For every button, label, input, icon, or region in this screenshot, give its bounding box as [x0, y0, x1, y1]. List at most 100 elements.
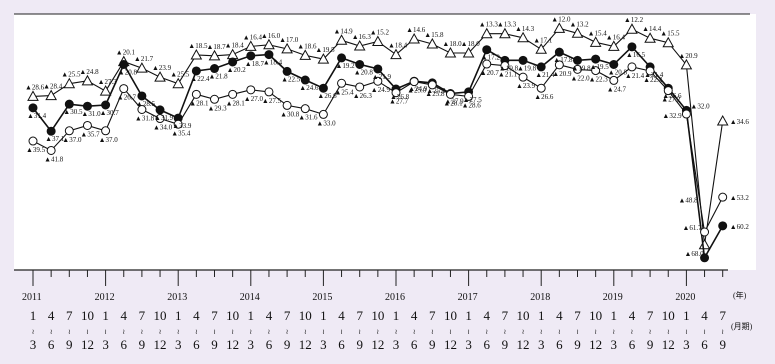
data-label: ▲28.4 [43, 83, 63, 91]
data-point-filled [46, 126, 56, 136]
quarter-start-label: 1 [611, 308, 618, 323]
year-label: 2020 [675, 292, 695, 303]
year-label: 2012 [95, 292, 115, 303]
series-triangle [27, 22, 729, 250]
data-point-open [554, 60, 564, 70]
data-label: ▲29.3 [208, 104, 228, 112]
data-label: ▲26.7 [117, 94, 137, 102]
quarter-end-label: 6 [411, 337, 418, 352]
data-point-open [355, 82, 365, 92]
data-point-triangle [317, 53, 330, 64]
data-label: ▲28.1 [443, 99, 463, 107]
quarter-tilde: ≀ [594, 328, 597, 336]
data-label: ▲32.0 [690, 102, 710, 110]
data-label: ▲16.4 [243, 33, 263, 41]
year-unit-label: (年) [733, 290, 747, 300]
data-label: ▲14.6 [406, 26, 426, 34]
data-label: ▲15.2 [370, 29, 390, 37]
quarter-start-label: 1 [30, 308, 37, 323]
data-point-triangle [462, 46, 475, 58]
data-point-open [681, 109, 691, 119]
quarter-start-label: 7 [211, 308, 218, 323]
quarter-end-label: 9 [647, 337, 654, 352]
data-label: ▲19.5 [590, 63, 610, 71]
quarter-start-label: 10 [371, 308, 384, 323]
data-label: ▲20.8 [118, 68, 138, 76]
data-label: ▲27.9 [444, 98, 464, 106]
data-point-filled [101, 100, 111, 110]
quarter-tilde: ≀ [68, 328, 71, 336]
quarter-start-label: 1 [538, 308, 545, 323]
data-point-open [246, 85, 256, 95]
data-point-triangle [281, 42, 293, 54]
data-label: ▲15.8 [424, 31, 444, 39]
data-point-triangle [353, 39, 366, 51]
data-point-filled [609, 59, 619, 69]
data-label: ▲28.1 [189, 99, 209, 107]
year-label: 2016 [385, 292, 405, 303]
quarter-end-label: 9 [284, 337, 291, 352]
data-label: ▲15.5 [660, 30, 680, 38]
quarter-end-label: 3 [393, 337, 400, 352]
data-label: ▲33.9 [172, 122, 192, 130]
data-label: ▲27.0 [244, 95, 264, 103]
data-label: ▲25.5 [170, 71, 190, 79]
quarter-end-label: 9 [139, 337, 146, 352]
data-point-filled [554, 47, 564, 57]
data-point-filled [536, 62, 546, 72]
quarter-end-label: 6 [121, 337, 128, 352]
quarter-end-label: 9 [502, 337, 509, 352]
data-point-filled [228, 57, 238, 67]
data-label: ▲28.6 [25, 83, 45, 91]
data-point-triangle [589, 36, 602, 47]
year-label: 2011 [22, 292, 42, 303]
data-label: ▲23.9 [516, 82, 536, 90]
quarter-tilde: ≀ [667, 328, 670, 336]
data-point-filled [82, 101, 92, 111]
data-point-triangle [81, 74, 94, 86]
data-label: ▲18.4 [263, 59, 283, 67]
data-point-filled [210, 64, 219, 74]
quarter-tilde: ≀ [286, 328, 289, 336]
data-point-open [300, 104, 310, 114]
data-point-triangle [626, 23, 638, 34]
data-point-triangle [517, 31, 529, 43]
quarter-end-label: 12 [662, 337, 675, 352]
data-point-open [645, 66, 655, 76]
data-point-filled [337, 53, 347, 63]
data-label: ▲16.4 [606, 33, 626, 41]
data-point-triangle [136, 62, 148, 73]
quarter-tilde: ≀ [86, 328, 89, 336]
data-point-open [427, 80, 437, 90]
quarter-start-label: 10 [81, 308, 94, 323]
data-label: ▲18.6 [297, 42, 317, 50]
data-label: ▲32.9 [662, 112, 682, 120]
year-label: 2015 [312, 292, 332, 303]
data-point-filled [300, 75, 310, 85]
quarter-tilde: ≀ [213, 328, 216, 336]
data-label: ▲22.0 [571, 74, 591, 82]
quarter-start-label: 7 [502, 308, 509, 323]
quarter-tilde: ≀ [685, 328, 688, 336]
quarter-end-label: 3 [465, 337, 472, 352]
data-label: ▲21.4 [535, 71, 555, 79]
data-point-triangle [480, 27, 493, 39]
quarter-end-label: 3 [30, 337, 37, 352]
data-point-filled [373, 64, 383, 74]
data-point-triangle [190, 48, 203, 60]
data-label: ▲22.4 [190, 75, 210, 83]
quarter-start-label: 7 [139, 308, 146, 323]
month-unit-label: (月期) [731, 322, 753, 331]
data-label: ▲35.7 [80, 131, 100, 139]
quarter-end-label: 3 [683, 337, 690, 352]
data-point-triangle [644, 32, 656, 43]
data-point-triangle [172, 77, 185, 89]
quarter-start-label: 1 [465, 308, 472, 323]
data-point-triangle [680, 58, 693, 70]
quarter-end-label: 6 [266, 337, 273, 352]
data-label: ▲22.5 [281, 75, 301, 83]
data-label: ▲15.4 [588, 29, 608, 37]
data-label: ▲19.8 [517, 64, 537, 72]
data-label-layer: ▲28.6▲28.4▲25.5▲24.8▲27.3▲20.1▲21.7▲23.9… [25, 15, 749, 257]
data-point-filled [318, 83, 328, 93]
